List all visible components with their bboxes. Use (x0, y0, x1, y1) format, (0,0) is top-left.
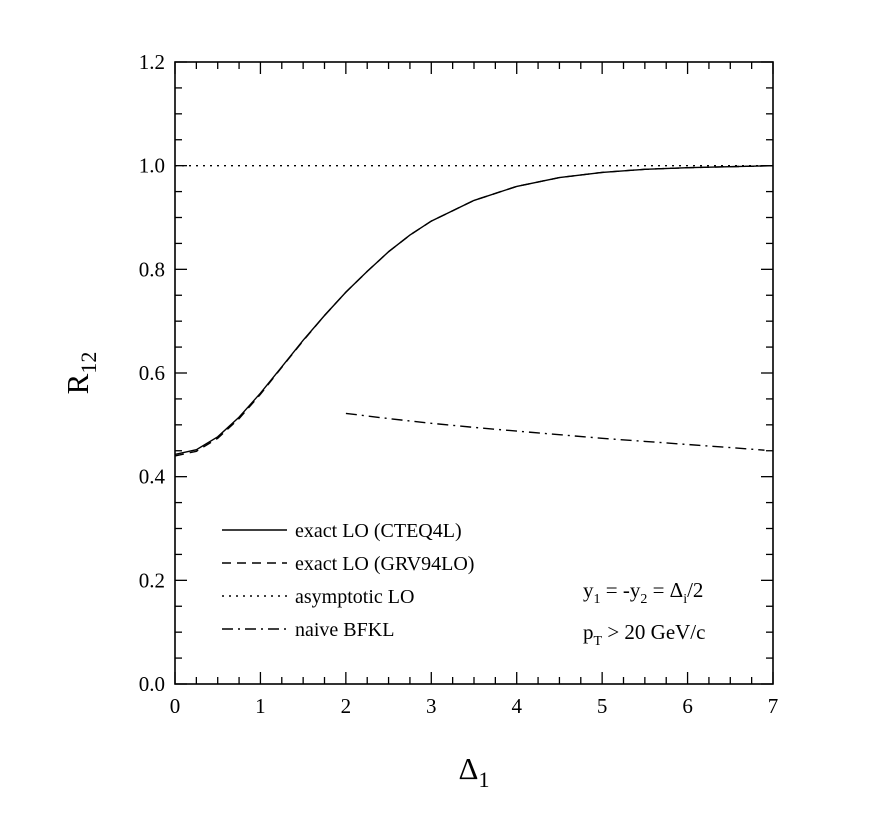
legend: exact LO (CTEQ4L) exact LO (GRV94LO) asymp… (222, 520, 474, 641)
legend-label: asymptotic LO (295, 586, 414, 608)
x-tick-label: 3 (426, 694, 437, 718)
legend-label: exact LO (CTEQ4L) (295, 520, 462, 542)
x-tick-label: 6 (682, 694, 693, 718)
y-axis-title-sub: 12 (76, 352, 101, 374)
annotations: y1 = -y2 = Δi/2 pT > 20 GeV/c (583, 578, 705, 649)
y-tick-label: 1.2 (139, 50, 165, 74)
x-tick-label: 7 (768, 694, 779, 718)
x-axis-title: Δ1 (459, 751, 490, 792)
legend-label: naive BFKL (295, 619, 394, 641)
x-axis-title-main: Δ (459, 751, 479, 786)
series-lines (174, 164, 774, 457)
annotation: pT > 20 GeV/c (583, 620, 705, 649)
y-tick-label: 1.0 (139, 154, 165, 178)
y-axis-title-main: R (60, 373, 95, 394)
axis-ticks (174, 61, 774, 685)
y-tick-label: 0.4 (139, 465, 166, 489)
x-axis-title-sub: 1 (478, 767, 489, 792)
y-tick-label: 0.2 (139, 568, 165, 592)
annotation: y1 = -y2 = Δi/2 (583, 578, 703, 607)
y-tick-label: 0.8 (139, 257, 165, 281)
plot-frame (174, 61, 774, 685)
y-tick-label: 0.0 (139, 672, 165, 696)
x-tick-label: 5 (597, 694, 608, 718)
series-line-exact-lo-grv94lo (174, 165, 774, 457)
x-tick-label: 2 (341, 694, 352, 718)
x-tick-label: 1 (255, 694, 266, 718)
tick-labels: 0 1 2 3 4 5 6 7 0.0 0.2 0.4 0.6 0.8 1.0 1.2 (139, 50, 779, 718)
x-tick-label: 0 (170, 694, 181, 718)
y-tick-label: 0.6 (139, 361, 165, 385)
legend-label: exact LO (GRV94LO) (295, 553, 474, 575)
series-line-naive-bfkl (345, 412, 765, 451)
series-line-exact-lo-cteq4l (174, 165, 774, 456)
x-tick-label: 4 (511, 694, 522, 718)
y-axis-title: R12 (60, 352, 101, 395)
